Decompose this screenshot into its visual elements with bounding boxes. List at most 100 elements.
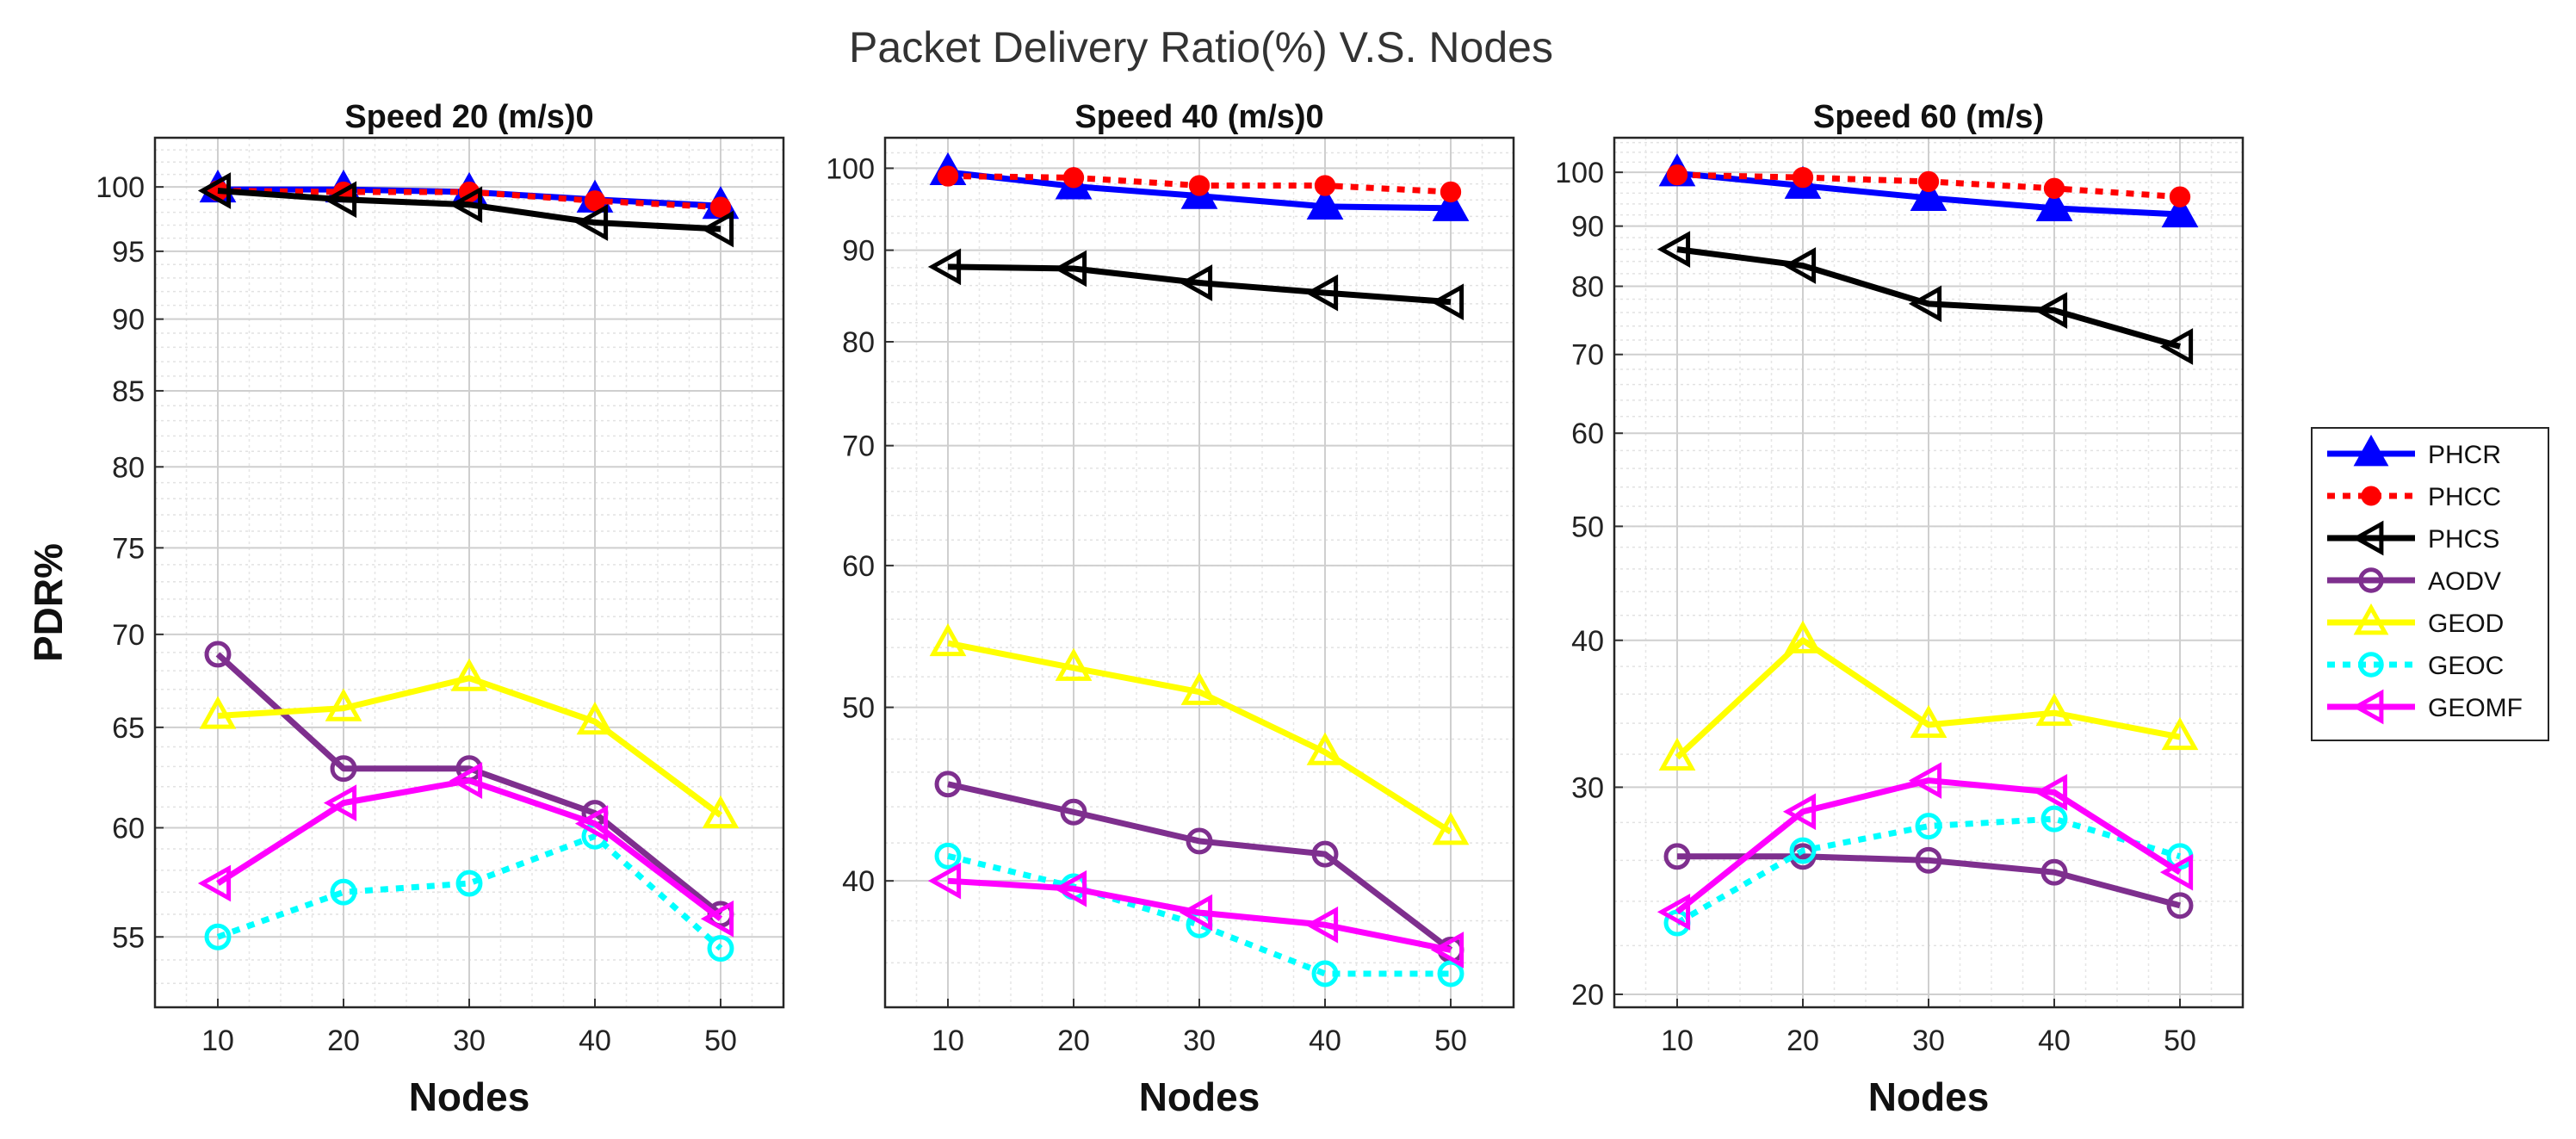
series-phcr [1658,153,2199,228]
data-point-phcc [937,165,959,187]
data-point-geomf [1304,906,1339,944]
y-tick-label: 50 [842,692,875,725]
series-geod [929,622,1470,845]
series-line-phcs [1676,246,2181,350]
y-tick-label: 55 [112,921,145,954]
y-tick-label: 65 [112,712,145,745]
y-tick-label: 60 [1571,418,1604,450]
series-line-geomf [947,877,1452,953]
y-tick-label: 95 [112,236,145,269]
data-point-phcs [1179,264,1213,301]
legend: PHCR PHCC PHCS AODV GEOD GEOC GEOMF [2311,427,2549,741]
data-point-geod [1658,737,1696,771]
data-point-geoc [204,923,232,950]
series-geoc [1663,805,2194,937]
x-tick-label: 50 [704,1024,737,1057]
data-point-geod [1432,812,1470,845]
series-phcs [197,172,734,248]
data-point-geod [199,696,237,729]
data-point-geomf [1782,793,1817,831]
data-point-geoc [707,935,734,963]
legend-item-geoc: GEOC [2327,652,2504,680]
y-tick-label: 70 [842,430,875,463]
data-point-phcc [1792,166,1814,189]
series-geomf [197,762,734,938]
y-tick-label: 90 [842,235,875,268]
x-tick-label: 40 [2038,1024,2071,1057]
data-point-phcs [700,210,734,248]
data-point-phcc [1666,164,1688,186]
y-axis-label: PDR% [26,543,71,662]
y-tick-label: 60 [112,812,145,845]
data-point-geod [1306,732,1344,765]
data-point-phcr [2161,194,2199,228]
data-point-aodv [2040,858,2068,886]
series-geomf [927,862,1464,969]
series-line-geomf [216,777,723,922]
data-point-geod [1180,672,1218,705]
panel-title: Speed 60 (m/s) [1813,99,2044,135]
data-point-geod [450,658,488,691]
data-point-aodv [1060,798,1087,826]
series-line-aodv [1677,853,2181,909]
axes-box [153,136,785,1009]
x-axis-label: Nodes [409,1074,530,1119]
data-point-geomf [197,864,232,902]
data-point-phcr [1306,186,1344,220]
x-tick-label: 30 [453,1024,486,1057]
y-tick-label: 80 [842,326,875,359]
y-tick-label: 80 [112,451,145,484]
legend-marker [2358,567,2384,593]
data-point-geoc [1789,837,1817,864]
data-point-phcc [584,190,606,212]
data-point-phcs [1304,274,1339,312]
data-point-geod [1784,620,1822,653]
panel-title: Speed 40 (m/s)0 [1074,99,1323,135]
series-line-geoc [1675,815,2182,926]
data-point-geod [929,622,967,657]
y-tick-label: 30 [1571,771,1604,804]
legend-marker [2353,603,2389,635]
data-point-geoc [1915,813,1942,840]
data-point-phcs [2159,328,2194,365]
legend-marker [2351,520,2384,556]
data-point-geomf [2034,774,2068,811]
data-point-geod [1910,704,1947,739]
data-point-geoc [455,870,483,897]
data-point-aodv [934,771,962,798]
data-point-phcc [2043,177,2065,199]
legend-item-phcr: PHCR [2327,434,2501,469]
x-tick-label: 10 [201,1024,234,1057]
series-line-phcs [217,188,721,232]
data-point-phcs [1908,285,1942,323]
legend-label: GEOD [2428,610,2504,638]
y-tick-label: 100 [1555,157,1604,189]
y-tick-label: 40 [1571,625,1604,658]
x-tick-label: 20 [1057,1024,1090,1057]
legend-label: GEOMF [2428,694,2523,722]
series-line-geod [1675,637,2181,760]
legend-label: GEOC [2428,652,2504,680]
data-point-phcc [1062,167,1085,189]
y-tick-label: 90 [1571,211,1604,244]
data-point-geomf [1656,893,1691,931]
legend-item-aodv: AODV [2327,567,2501,596]
data-point-phcr [1910,177,1947,212]
legend-label: PHCS [2428,525,2499,554]
legend-label: AODV [2428,567,2501,596]
x-tick-label: 50 [2164,1024,2196,1057]
chart-panel-3: 20 30 40 50 60 70 80 90 100 10 20 30 40 50 Speed 60 (m… [1555,99,2245,1119]
y-tick-label: 100 [826,152,875,185]
series-line-geod [947,640,1452,835]
data-point-phcs [197,172,232,209]
legend-item-phcc: PHCC [2327,483,2501,511]
axes-box [883,136,1515,1009]
data-point-geod [702,795,740,829]
series-phcc [1666,164,2191,207]
data-point-phcs [323,181,357,219]
data-point-aodv [1186,827,1213,855]
y-tick-label: 50 [1571,511,1604,543]
x-tick-label: 40 [579,1024,611,1057]
data-point-phcc [1314,175,1336,196]
data-point-geoc [2040,805,2068,833]
